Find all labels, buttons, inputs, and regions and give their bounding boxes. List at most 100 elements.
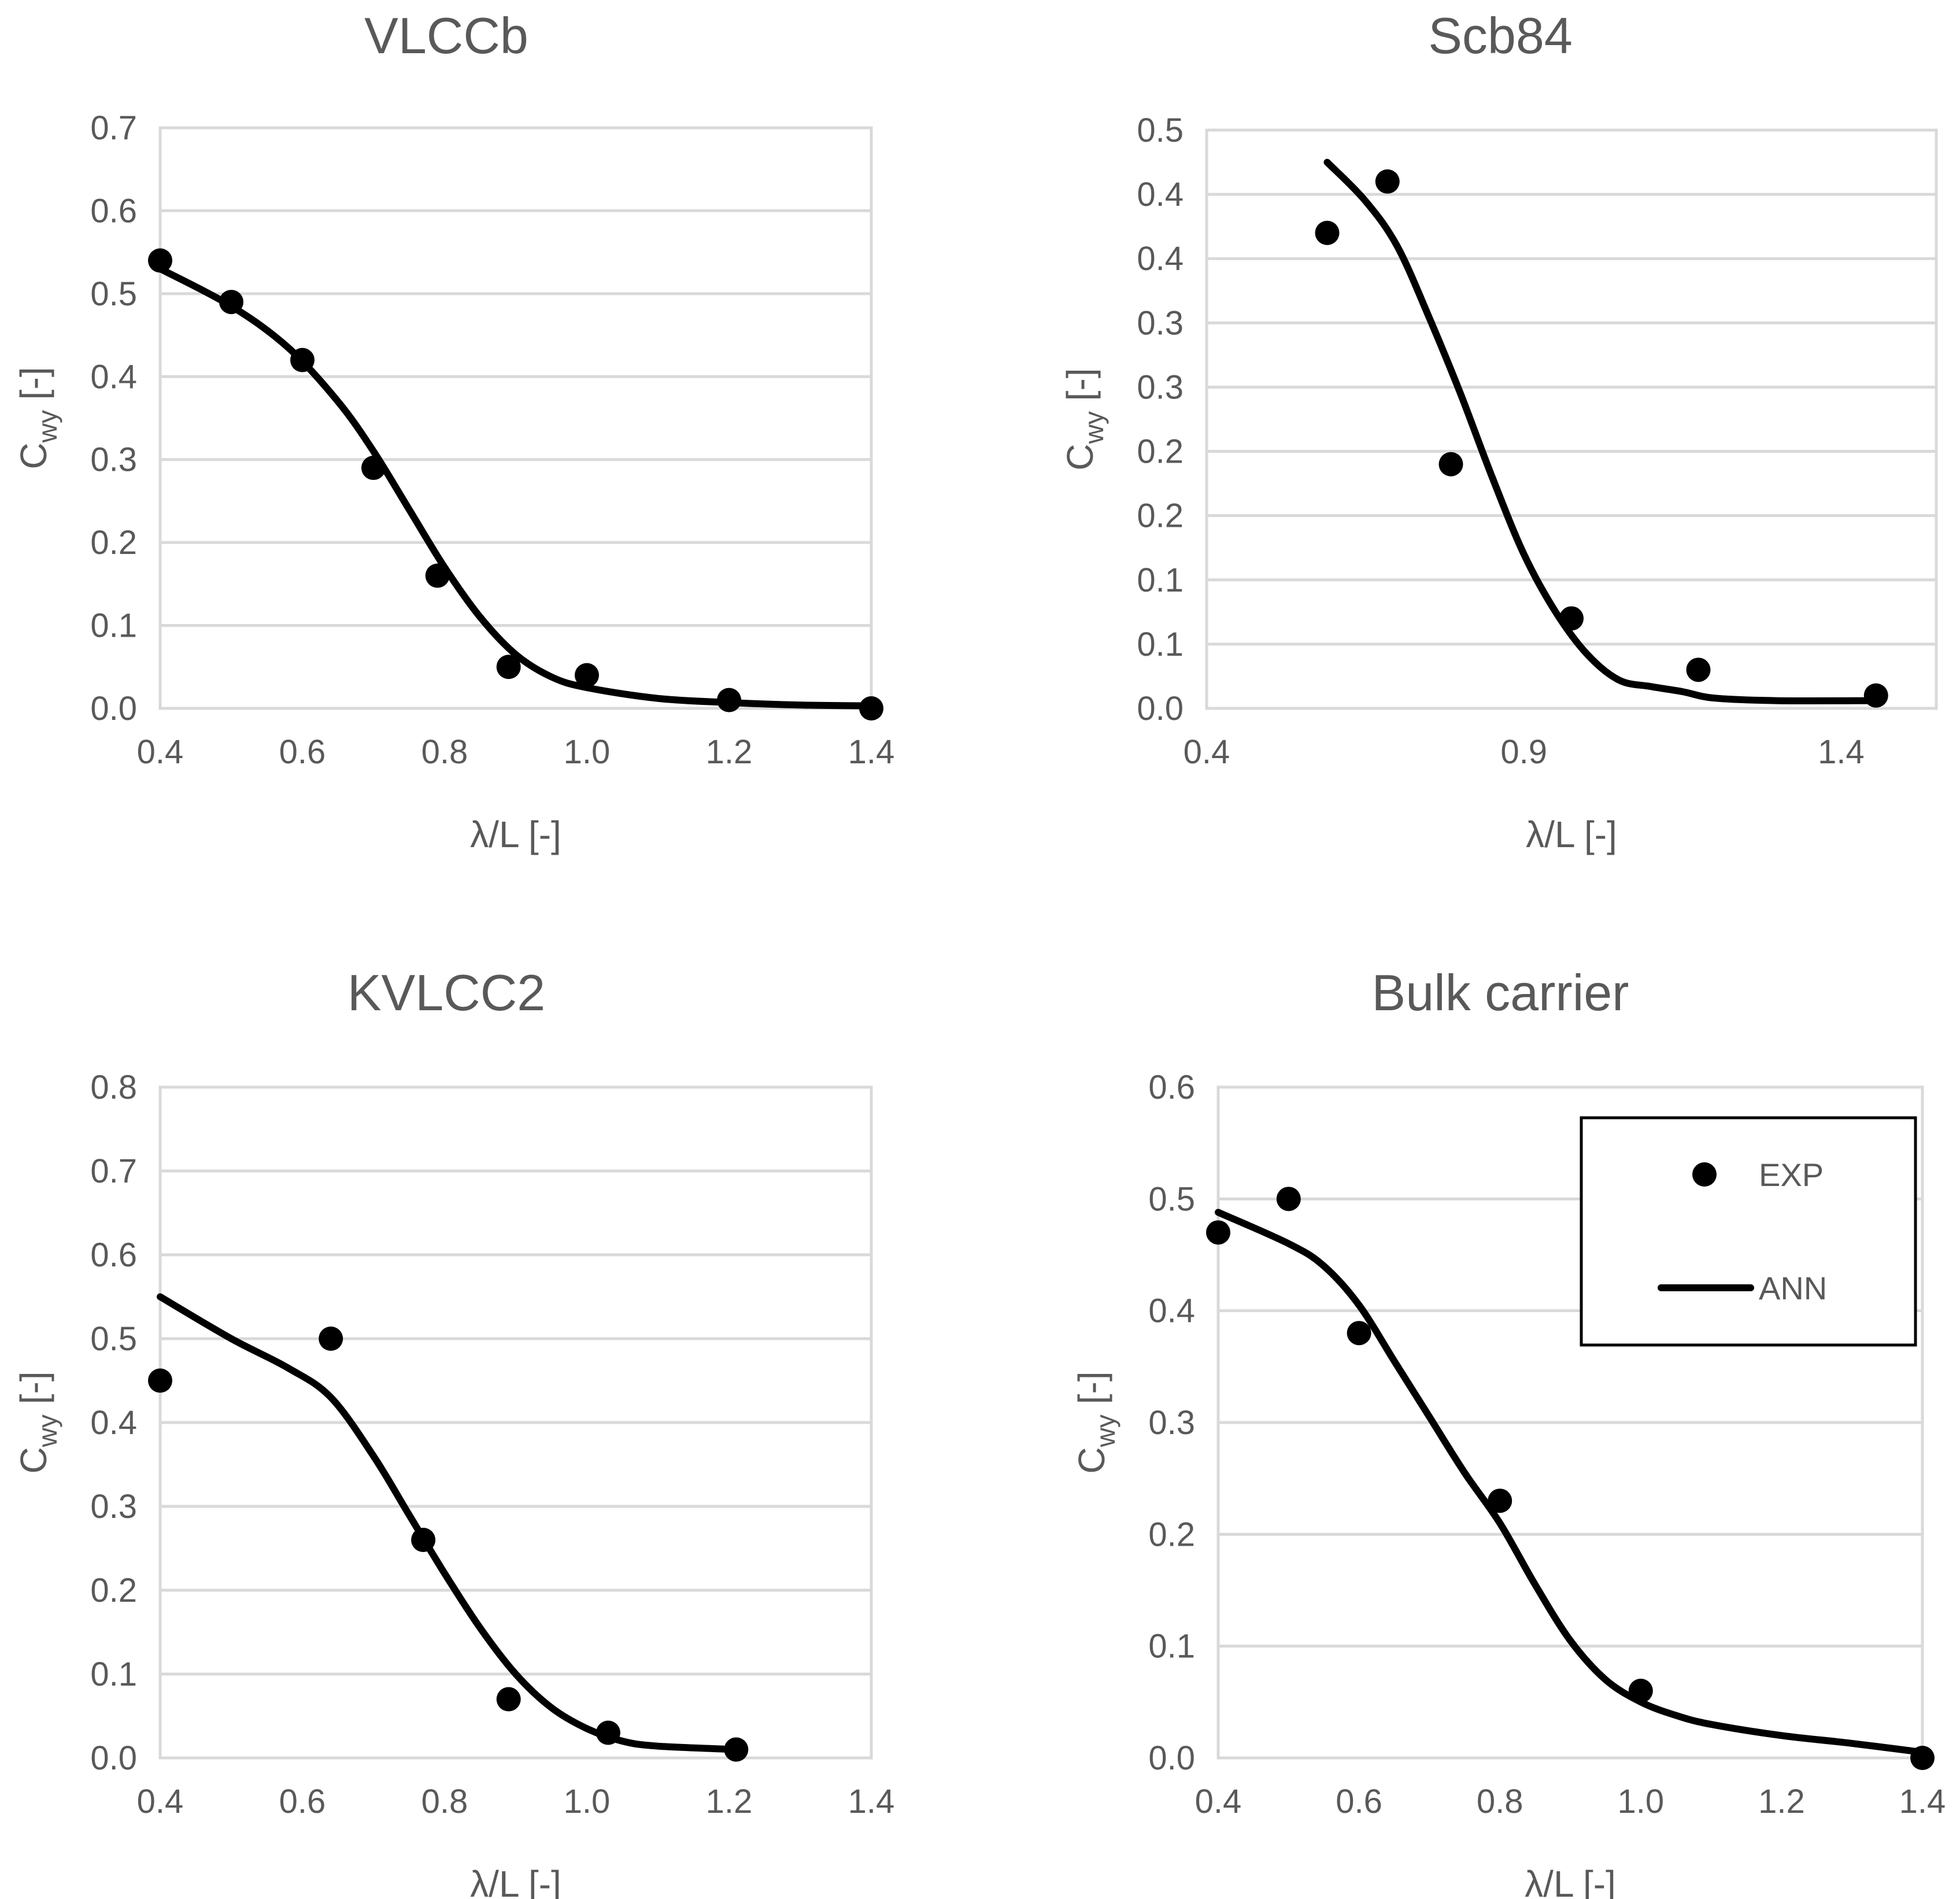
exp-point [290, 348, 315, 372]
chart-title: KVLCC2 [347, 964, 545, 1021]
legend-ann-label: ANN [1759, 1270, 1827, 1306]
exp-point [1206, 1220, 1230, 1245]
x-tick-label: 1.4 [848, 733, 895, 771]
x-tick-label: 1.2 [706, 1783, 753, 1820]
ann-curve [157, 265, 875, 710]
y-tick-label: 0.3 [1137, 368, 1184, 406]
y-tick-label: 0.1 [90, 607, 137, 645]
exp-point [425, 563, 450, 588]
plot-area [158, 126, 873, 710]
y-tick-label: 0.3 [90, 441, 137, 479]
x-tick-label: 0.6 [279, 1783, 326, 1820]
legend-exp-marker [1692, 1162, 1717, 1187]
exp-point [1628, 1679, 1653, 1703]
exp-point [717, 688, 741, 712]
exp-point [1863, 683, 1888, 708]
y-tick-label: 0.7 [90, 109, 137, 147]
x-tick-label: 0.4 [137, 1783, 184, 1820]
y-tick-label: 0.4 [1137, 240, 1184, 278]
y-tick-label: 0.2 [1148, 1516, 1195, 1553]
exp-point [1315, 220, 1340, 245]
exp-point [1686, 657, 1711, 682]
x-tick-label: 1.0 [564, 733, 611, 771]
y-tick-label: 0.6 [90, 1236, 137, 1274]
y-tick-label: 0.2 [1137, 433, 1184, 471]
y-axis-label: Cwy [-] [13, 367, 62, 469]
exp-point [724, 1737, 749, 1762]
ann-curve [1323, 158, 1880, 705]
exp-point [1559, 606, 1584, 631]
legend-box [1580, 1116, 1917, 1347]
chart-panel-kvlcc2: 0.0 0.1 0.2 0.3 0.4 0.5 0.6 0.7 0.8 0.4 0.6 0.8 1.0 1… [13, 964, 894, 1899]
y-tick-label: 0.4 [1148, 1292, 1195, 1330]
x-axis-label: λ/L [-] [1525, 1863, 1616, 1899]
y-tick-label: 0.0 [1137, 690, 1184, 727]
x-axis-label: λ/L [-] [470, 814, 561, 855]
x-tick-label: 0.4 [1184, 733, 1230, 771]
exp-point [1910, 1746, 1935, 1770]
x-tick-label: 1.4 [848, 1783, 895, 1820]
y-axis-label: Cwy [-] [1059, 368, 1109, 470]
x-tick-label: 0.8 [421, 1783, 468, 1820]
exp-point [596, 1720, 620, 1745]
exp-point [411, 1528, 436, 1552]
exp-point [1375, 169, 1400, 194]
exp-point [1488, 1488, 1512, 1513]
y-tick-label: 0.3 [90, 1488, 137, 1525]
y-tick-label: 0.0 [90, 690, 137, 727]
exp-point [219, 290, 243, 315]
y-tick-label: 0.5 [1137, 112, 1184, 149]
y-tick-label: 0.8 [90, 1069, 137, 1106]
legend: EXP ANN [1580, 1116, 1917, 1347]
y-tick-label: 0.5 [1148, 1180, 1195, 1218]
x-tick-label: 1.4 [1818, 733, 1865, 771]
x-tick-label: 1.2 [1758, 1783, 1805, 1820]
x-tick-label: 1.0 [1617, 1783, 1664, 1820]
y-tick-label: 0.6 [90, 192, 137, 230]
x-tick-label: 0.8 [421, 733, 468, 771]
y-tick-label: 0.4 [1137, 176, 1184, 213]
legend-exp-label: EXP [1759, 1157, 1824, 1193]
ann-curve [1215, 1209, 1926, 1756]
x-tick-label: 0.4 [1195, 1783, 1242, 1820]
x-tick-label: 1.2 [706, 733, 753, 771]
plot-area [158, 1085, 873, 1760]
y-tick-label: 0.3 [1137, 304, 1184, 342]
chart-title: Scb84 [1428, 7, 1573, 64]
exp-point [859, 696, 883, 721]
y-tick-label: 0.0 [1148, 1739, 1195, 1777]
y-tick-label: 0.1 [1148, 1628, 1195, 1665]
y-tick-label: 0.2 [1137, 497, 1184, 535]
chart-panel-scb84: 0.0 0.1 0.1 0.2 0.2 0.3 0.3 0.4 0.4 0.5 0.4 0.9 1.4 S… [1059, 7, 1938, 855]
x-tick-label: 1.0 [564, 1783, 611, 1820]
chart-panel-bulk-carrier: 0.0 0.1 0.2 0.3 0.4 0.5 0.6 0.4 0.6 0.8 1.0 1.2 1.4 B… [1071, 964, 1946, 1899]
y-tick-label: 0.5 [90, 1320, 137, 1358]
exp-point [496, 655, 521, 679]
chart-title: VLCCb [364, 7, 528, 64]
y-tick-label: 0.0 [90, 1739, 137, 1777]
y-axis-label: Cwy [-] [13, 1371, 62, 1473]
y-axis-label: Cwy [-] [1071, 1371, 1120, 1473]
y-tick-label: 0.7 [90, 1152, 137, 1190]
exp-point [1438, 452, 1463, 476]
x-tick-label: 0.6 [279, 733, 326, 771]
exp-point [1276, 1187, 1301, 1211]
y-tick-label: 0.5 [90, 275, 137, 313]
x-tick-label: 0.9 [1500, 733, 1547, 771]
exp-point [148, 248, 172, 273]
y-tick-label: 0.1 [1137, 561, 1184, 599]
exp-point [319, 1327, 343, 1351]
exp-point [575, 663, 599, 688]
y-tick-label: 0.2 [90, 1572, 137, 1609]
x-axis-label: λ/L [-] [1526, 814, 1617, 855]
exp-point [496, 1687, 521, 1712]
x-tick-label: 1.4 [1899, 1783, 1946, 1820]
y-tick-label: 0.4 [90, 1404, 137, 1442]
x-tick-label: 0.8 [1477, 1783, 1523, 1820]
exp-point [1347, 1321, 1371, 1346]
y-tick-label: 0.3 [1148, 1404, 1195, 1442]
exp-point [148, 1368, 172, 1393]
plot-area [1216, 1085, 1924, 1760]
plot-area [1205, 128, 1938, 710]
